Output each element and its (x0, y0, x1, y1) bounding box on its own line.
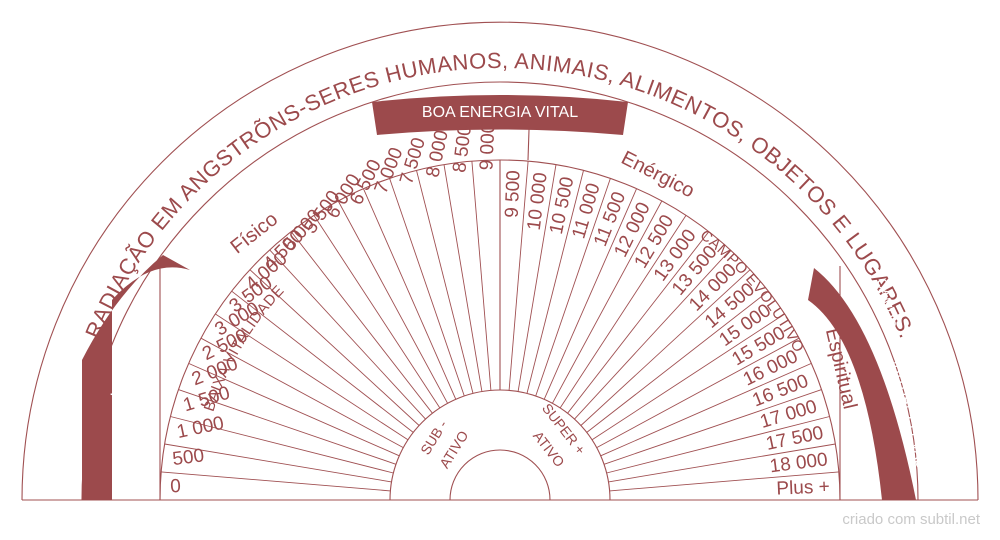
hub-arc (449, 449, 551, 501)
band-inner-arc (81, 81, 919, 501)
scale-ray (269, 249, 426, 420)
scale-ray (608, 443, 836, 483)
scale-ray (600, 362, 812, 457)
scale-ray (603, 389, 822, 465)
label-energico: Enérgico (618, 147, 698, 202)
scale-ray (606, 416, 830, 474)
scale-ticks (160, 160, 840, 501)
scale-label: 9 000 (476, 122, 499, 170)
scale-ray (231, 290, 414, 433)
scale-ray (543, 188, 638, 400)
scale-ray (591, 313, 785, 441)
scale-ray (170, 416, 394, 474)
letal-band (82, 255, 190, 500)
scale-ray (574, 249, 731, 420)
scale-ray (178, 389, 397, 465)
scale-ray (552, 200, 663, 404)
scale-ray (389, 178, 465, 397)
scale-ray (161, 471, 391, 492)
scale-label: 0 (170, 476, 181, 497)
scale-ray (526, 170, 584, 394)
scale-ray (559, 215, 687, 409)
scale-ray (188, 362, 400, 457)
scale-ray (586, 290, 769, 433)
scale-ray (508, 161, 529, 391)
credit-text: criado com subtil.net (842, 511, 980, 528)
scale-label: 500 (171, 445, 205, 470)
scale-ray (517, 164, 557, 392)
scale-ray (471, 161, 492, 391)
band-letal: LETAL (108, 349, 135, 399)
scale-ray (164, 443, 392, 483)
scale-label: Plus + (776, 476, 830, 499)
scale-ray (416, 170, 474, 394)
scale-ray (609, 471, 839, 492)
outer-arc (21, 21, 979, 501)
scale-ray (290, 231, 433, 414)
scale-ray (249, 269, 420, 426)
boa-energia-band (372, 95, 628, 135)
scale-ray (567, 231, 710, 414)
scale-ray (337, 200, 448, 404)
scale-label: 1 000 (175, 413, 226, 443)
scale-ray (313, 215, 441, 409)
scale-ray (580, 269, 751, 426)
scale-ray (362, 188, 457, 400)
scale-ray (596, 337, 800, 448)
band-boa-energia-vital: BOA ENERGIA VITAL (422, 104, 578, 121)
scale-ray (215, 313, 409, 441)
campo-espiritual-band (808, 268, 916, 500)
scale-ray (200, 337, 404, 448)
scale-ray (443, 164, 483, 392)
scale-ray (535, 178, 611, 397)
scale-label: 9 500 (502, 170, 525, 218)
